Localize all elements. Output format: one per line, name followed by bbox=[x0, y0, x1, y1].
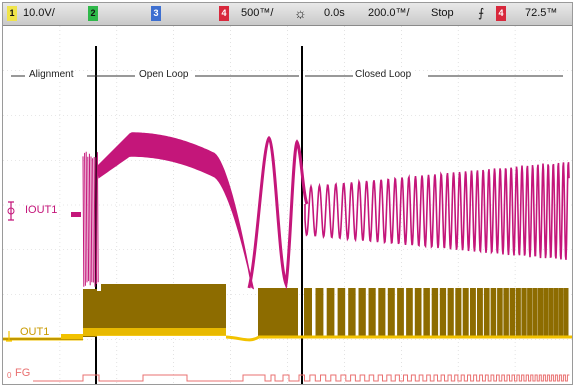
out1-pulse bbox=[471, 289, 475, 336]
iout1-open-loop-envelope bbox=[98, 133, 253, 288]
out1-pulse bbox=[555, 289, 558, 336]
out1-pulse bbox=[560, 289, 563, 336]
segment-label-open-loop: Open Loop bbox=[137, 69, 191, 80]
out1-pulse bbox=[441, 289, 445, 336]
out1-marker bbox=[61, 334, 83, 339]
out1-waveform bbox=[3, 284, 572, 340]
out1-pulse bbox=[528, 289, 531, 336]
out1-pulse bbox=[522, 289, 525, 336]
out1-pulse bbox=[511, 289, 514, 336]
out1-pulse bbox=[544, 289, 547, 336]
out1-label: OUT1 bbox=[20, 326, 49, 338]
channel-2-badge[interactable]: 2 bbox=[88, 6, 98, 21]
status-bar: 1 10.0V/ 2 3 4 500™/ ☼ 0.0s 200.0™/ Stop… bbox=[3, 3, 572, 26]
out1-pulse bbox=[360, 289, 365, 336]
fg-prefix: 0 bbox=[7, 371, 11, 380]
channel-4-scale[interactable]: 500™/ bbox=[241, 7, 273, 19]
trigger-level[interactable]: 72.5™ bbox=[525, 7, 557, 19]
out1-pulse bbox=[328, 289, 334, 336]
out1-pulse bbox=[485, 289, 489, 336]
out1-pulse bbox=[305, 289, 311, 336]
segment-label-closed-loop: Closed Loop bbox=[353, 69, 413, 80]
waveform-area: Alignment Open Loop Closed Loop IOUT1 OU… bbox=[3, 26, 572, 384]
out1-pulse bbox=[407, 289, 412, 336]
time-offset[interactable]: 0.0s bbox=[324, 7, 345, 19]
out1-pulse bbox=[275, 289, 281, 336]
iout1-transition-oscillation bbox=[249, 138, 307, 288]
out1-pulse bbox=[504, 289, 508, 336]
channel-1-badge[interactable]: 1 bbox=[7, 6, 17, 21]
out1-pulse bbox=[416, 289, 421, 336]
out1-open-loop-block-top bbox=[101, 284, 226, 292]
channel-4-badge[interactable]: 4 bbox=[219, 6, 229, 21]
out1-pulse bbox=[478, 289, 482, 336]
iout1-label: IOUT1 bbox=[25, 204, 57, 216]
out1-pulse bbox=[517, 289, 520, 336]
out1-pulse bbox=[534, 289, 537, 336]
fg-label: FG bbox=[15, 367, 30, 379]
out1-pulse bbox=[549, 289, 552, 336]
out1-pulse bbox=[349, 289, 354, 336]
channel-1-scale[interactable]: 10.0V/ bbox=[23, 7, 55, 19]
out1-pulse bbox=[464, 289, 468, 336]
out1-pulse bbox=[267, 289, 273, 336]
segment-label-alignment: Alignment bbox=[27, 69, 75, 80]
out1-pulse bbox=[339, 289, 345, 336]
out1-band bbox=[83, 328, 226, 336]
out1-pulse bbox=[283, 289, 289, 336]
waveform-svg bbox=[3, 26, 572, 384]
iout1-waveform bbox=[83, 133, 569, 288]
out1-pulse bbox=[492, 289, 496, 336]
out1-pulse bbox=[317, 289, 323, 336]
trigger-icon: ☼ bbox=[294, 5, 307, 21]
out1-pulse bbox=[389, 289, 394, 336]
out1-pulse bbox=[379, 289, 384, 336]
run-state[interactable]: Stop bbox=[431, 7, 454, 19]
out1-pulse bbox=[433, 289, 437, 336]
trigger-source-badge[interactable]: 4 bbox=[496, 6, 506, 21]
out1-pulse bbox=[565, 289, 568, 336]
channel-markers bbox=[6, 202, 83, 341]
out1-pulse bbox=[539, 289, 542, 336]
out1-pulse bbox=[498, 289, 502, 336]
time-scale[interactable]: 200.0™/ bbox=[368, 7, 410, 19]
out1-pulse bbox=[259, 289, 265, 336]
iout1-marker bbox=[71, 212, 81, 217]
trigger-edge-icon: ⨍ bbox=[478, 6, 484, 20]
out1-pulse bbox=[370, 289, 375, 336]
channel-3-badge[interactable]: 3 bbox=[151, 6, 161, 21]
out1-pulse bbox=[449, 289, 453, 336]
out1-pulse bbox=[424, 289, 429, 336]
iout1-ground-icon bbox=[8, 202, 14, 220]
out1-pulse bbox=[291, 289, 297, 336]
out1-pulse bbox=[398, 289, 403, 336]
out1-pulse bbox=[456, 289, 460, 336]
